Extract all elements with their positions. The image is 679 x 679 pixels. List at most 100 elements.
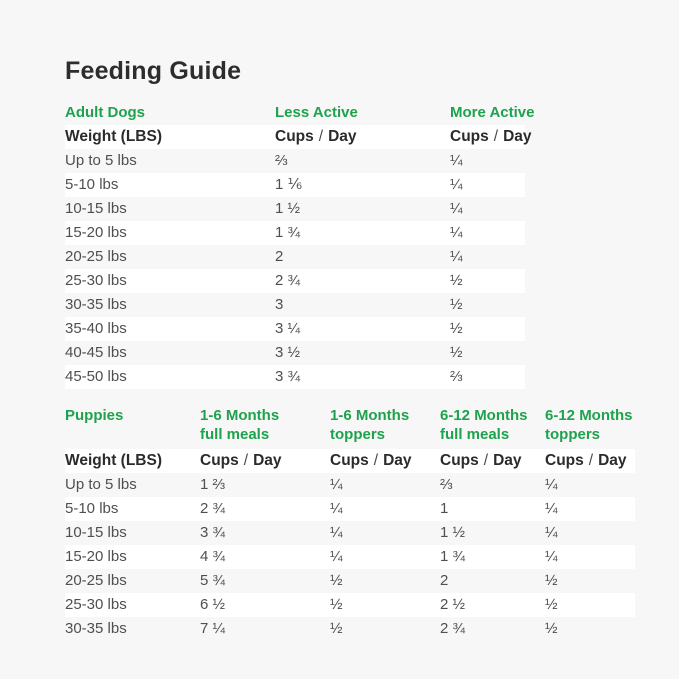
table-row: Up to 5 lbs ⅔ ¼ <box>65 149 525 173</box>
unit-slash: / <box>318 128 324 145</box>
unit-header: Cups / Day <box>330 449 440 473</box>
value-cell: 1 ½ <box>275 200 301 217</box>
value-cell: ½ <box>330 572 343 589</box>
value-cell: 2 ½ <box>440 596 466 613</box>
header-line: toppers <box>545 426 601 443</box>
header-line: 1-6 Months <box>200 407 280 424</box>
unit-slash: / <box>588 452 594 469</box>
value-cell: 1 ¾ <box>275 224 301 241</box>
col-header-less-active: Less Active <box>275 104 358 121</box>
value-cell: ⅔ <box>450 368 463 385</box>
weight-cell: 10-15 lbs <box>65 524 127 541</box>
header-line: full meals <box>440 426 510 443</box>
unit-day: Day <box>493 452 522 469</box>
weight-cell: 20-25 lbs <box>65 572 127 589</box>
weight-cell: Up to 5 lbs <box>65 152 137 169</box>
value-cell: ¼ <box>330 524 343 541</box>
unit-header-less-active: Cups / Day <box>275 125 450 149</box>
section-label-adult-dogs: Adult Dogs <box>65 104 145 121</box>
weight-cell: 15-20 lbs <box>65 224 127 241</box>
unit-day: Day <box>383 452 412 469</box>
value-cell: ½ <box>450 320 463 337</box>
value-cell: 2 ¾ <box>440 620 466 637</box>
table-row: 20-25 lbs 2 ¼ <box>65 245 525 269</box>
value-cell: ½ <box>450 272 463 289</box>
unit-header: Cups / Day <box>545 449 635 473</box>
value-cell: 1 ⅙ <box>275 176 303 193</box>
unit-header: Cups / Day <box>440 449 545 473</box>
value-cell: ½ <box>545 596 558 613</box>
value-cell: 2 <box>275 248 284 265</box>
weight-header: Weight (LBS) <box>65 452 163 469</box>
unit-cups: Cups <box>200 452 239 469</box>
weight-cell: Up to 5 lbs <box>65 476 137 493</box>
value-cell: ¼ <box>545 476 558 493</box>
value-cell: ½ <box>330 596 343 613</box>
value-cell: ¼ <box>450 224 463 241</box>
value-cell: 7 ¼ <box>200 620 226 637</box>
value-cell: ¼ <box>545 524 558 541</box>
value-cell: 3 ¼ <box>275 320 301 337</box>
value-cell: 3 <box>275 296 284 313</box>
table-row: 15-20 lbs 1 ¾ ¼ <box>65 221 525 245</box>
unit-day: Day <box>598 452 627 469</box>
value-cell: ¼ <box>330 500 343 517</box>
table-row: Up to 5 lbs 1 ⅔ ¼ ⅔ ¼ <box>65 473 635 497</box>
value-cell: ¼ <box>450 176 463 193</box>
table-row: 10-15 lbs 1 ½ ¼ <box>65 197 525 221</box>
unit-cups: Cups <box>450 128 489 145</box>
value-cell: ½ <box>545 572 558 589</box>
value-cell: 3 ¾ <box>200 524 226 541</box>
value-cell: ½ <box>330 620 343 637</box>
unit-slash: / <box>373 452 379 469</box>
unit-day: Day <box>328 128 357 145</box>
value-cell: ¼ <box>450 152 463 169</box>
table-row: 30-35 lbs 3 ½ <box>65 293 525 317</box>
value-cell: 1 ⅔ <box>200 476 226 493</box>
adult-column-header-row: Weight (LBS) Cups / Day Cups / Day <box>65 125 532 149</box>
col-header-6-12-toppers: 6-12 Months toppers <box>545 406 635 444</box>
table-row: 35-40 lbs 3 ¼ ½ <box>65 317 525 341</box>
weight-cell: 45-50 lbs <box>65 368 127 385</box>
value-cell: ¼ <box>450 200 463 217</box>
col-header-1-6-toppers: 1-6 Months toppers <box>330 406 440 444</box>
weight-cell: 20-25 lbs <box>65 248 127 265</box>
table-row: 5-10 lbs 1 ⅙ ¼ <box>65 173 525 197</box>
value-cell: 1 <box>440 500 449 517</box>
value-cell: 3 ½ <box>275 344 301 361</box>
value-cell: ¼ <box>545 500 558 517</box>
adult-dogs-table: Adult Dogs Less Active More Active Weigh… <box>65 103 679 389</box>
weight-cell: 5-10 lbs <box>65 176 119 193</box>
unit-cups: Cups <box>440 452 479 469</box>
unit-day: Day <box>253 452 282 469</box>
table-row: 10-15 lbs 3 ¾ ¼ 1 ½ ¼ <box>65 521 635 545</box>
header-line: 6-12 Months <box>545 407 633 424</box>
col-header-more-active: More Active <box>450 104 535 121</box>
puppy-group-header-row: Puppies 1-6 Months full meals 1-6 Months… <box>65 406 635 444</box>
feeding-guide-page: Feeding Guide Adult Dogs Less Active Mor… <box>65 57 679 641</box>
weight-cell: 25-30 lbs <box>65 272 127 289</box>
header-line: 1-6 Months <box>330 407 410 424</box>
unit-day: Day <box>503 128 532 145</box>
page-title: Feeding Guide <box>65 57 242 85</box>
header-line: 6-12 Months <box>440 407 528 424</box>
table-row: 25-30 lbs 6 ½ ½ 2 ½ ½ <box>65 593 635 617</box>
table-row: 25-30 lbs 2 ¾ ½ <box>65 269 525 293</box>
value-cell: 6 ½ <box>200 596 226 613</box>
value-cell: 2 ¾ <box>275 272 301 289</box>
weight-cell: 15-20 lbs <box>65 548 127 565</box>
unit-header-more-active: Cups / Day <box>450 125 532 149</box>
col-header-6-12-full-meals: 6-12 Months full meals <box>440 406 545 444</box>
unit-slash: / <box>483 452 489 469</box>
unit-slash: / <box>243 452 249 469</box>
unit-cups: Cups <box>545 452 584 469</box>
table-row: 40-45 lbs 3 ½ ½ <box>65 341 525 365</box>
value-cell: ⅔ <box>440 476 453 493</box>
weight-cell: 40-45 lbs <box>65 344 127 361</box>
value-cell: 4 ¾ <box>200 548 226 565</box>
weight-cell: 25-30 lbs <box>65 596 127 613</box>
table-row: 20-25 lbs 5 ¾ ½ 2 ½ <box>65 569 635 593</box>
weight-cell: 30-35 lbs <box>65 296 127 313</box>
value-cell: ⅔ <box>275 152 288 169</box>
table-row: 30-35 lbs 7 ¼ ½ 2 ¾ ½ <box>65 617 635 641</box>
